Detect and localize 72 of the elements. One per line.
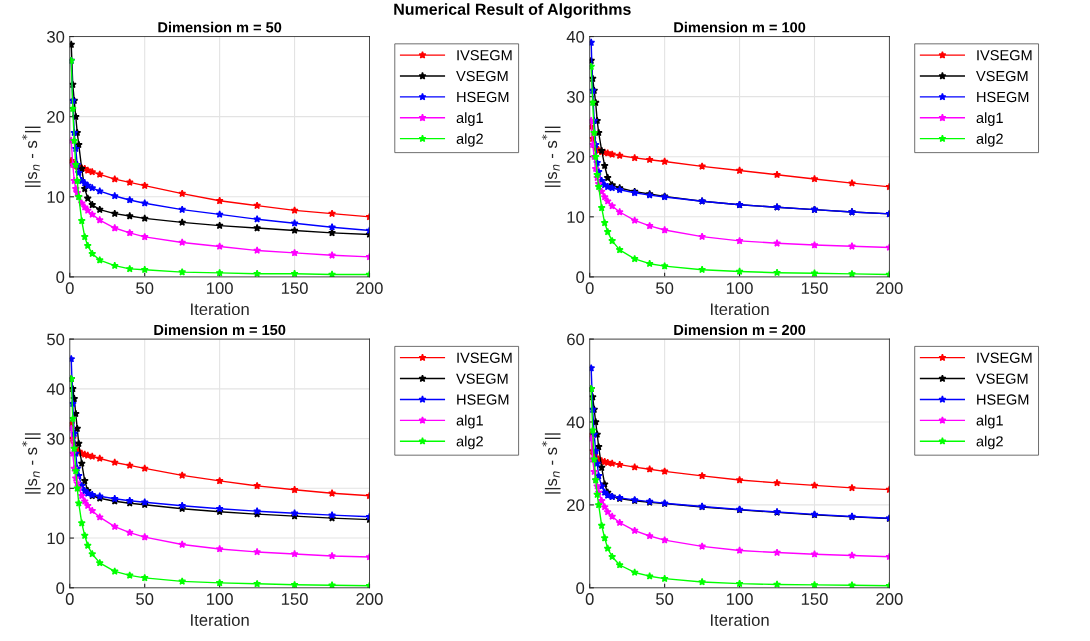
y-tick-label: 20 <box>567 151 585 163</box>
x-tick-label: 200 <box>356 282 383 295</box>
y-tick-label: 0 <box>576 271 585 284</box>
legend-label: IVSEGM <box>457 352 512 363</box>
y-tick-label: 0 <box>576 582 585 594</box>
x-tick-label: 100 <box>207 593 233 605</box>
x-tick-label: 50 <box>656 282 674 295</box>
y-tick-label: 20 <box>567 499 585 512</box>
chart-title: Dimension m = 100 <box>674 21 806 33</box>
y-axis-title: ||s$_{n}$ - s$^{*}$|| <box>541 126 561 187</box>
y-axis-title: ||s$_{n}$ - s$^{*}$|| <box>21 433 41 494</box>
y-tick-label: 40 <box>46 383 65 396</box>
legend-label: HSEGM <box>457 91 509 103</box>
legend-label: IVSEGM <box>977 352 1032 363</box>
y-tick-label: 50 <box>47 333 65 346</box>
x-tick-label: 0 <box>65 593 74 605</box>
y-axis-title: ||s$_{n}$ - s$^{*}$|| <box>541 433 561 494</box>
legend-label: VSEGM <box>976 373 1028 384</box>
y-tick-label: 30 <box>566 91 585 103</box>
legend-label: HSEGM <box>457 394 509 405</box>
legend-label: alg1 <box>976 414 1003 429</box>
chart-title: Dimension m = 200 <box>674 324 806 336</box>
x-axis-title: Iteration <box>711 613 769 626</box>
x-tick-label: 50 <box>136 282 154 295</box>
chart-title: Dimension m = 50 <box>158 21 282 33</box>
x-tick-label: 50 <box>656 593 674 605</box>
x-tick-label: 100 <box>207 282 233 295</box>
y-tick-label: 20 <box>47 111 65 123</box>
x-tick-label: 150 <box>281 593 308 605</box>
legend-label: alg2 <box>976 133 1003 147</box>
legend-label: alg2 <box>976 435 1003 450</box>
x-tick-label: 200 <box>876 593 903 605</box>
y-tick-label: 10 <box>47 191 65 203</box>
y-tick-label: 40 <box>566 416 585 429</box>
y-tick-label: 30 <box>47 30 65 43</box>
y-tick-label: 60 <box>567 333 585 346</box>
legend-label: alg1 <box>456 112 483 126</box>
x-tick-label: 0 <box>585 282 594 295</box>
legend-label: VSEGM <box>456 373 508 384</box>
y-tick-label: 20 <box>47 482 65 495</box>
x-tick-label: 200 <box>876 282 903 295</box>
x-tick-label: 0 <box>585 593 594 605</box>
x-tick-label: 150 <box>281 282 308 295</box>
x-tick-label: 100 <box>726 593 753 605</box>
x-tick-label: 100 <box>726 282 753 295</box>
legend-label: IVSEGM <box>457 50 512 61</box>
legend-label: VSEGM <box>456 70 508 82</box>
y-tick-label: 10 <box>567 211 585 224</box>
y-tick-label: 0 <box>56 271 65 284</box>
x-axis-title: Iteration <box>191 613 249 626</box>
y-tick-label: 10 <box>47 532 65 545</box>
x-axis-title: Iteration <box>711 302 769 316</box>
legend-label: HSEGM <box>977 394 1029 405</box>
y-tick-label: 30 <box>47 432 65 445</box>
x-tick-label: 0 <box>65 282 74 295</box>
x-tick-label: 200 <box>356 593 383 605</box>
x-tick-label: 150 <box>801 593 828 605</box>
legend-label: IVSEGM <box>977 50 1032 61</box>
legend-label: alg1 <box>456 414 483 429</box>
legend-label: alg1 <box>976 112 1003 126</box>
y-axis-title: ||s$_{n}$ - s$^{*}$|| <box>21 126 41 187</box>
text: Numerical Result of Algorithms <box>394 3 631 19</box>
chart-title: Dimension m = 150 <box>154 324 286 336</box>
x-tick-label: 50 <box>136 593 154 605</box>
legend-label: VSEGM <box>976 70 1028 82</box>
x-axis-title: Iteration <box>191 302 249 316</box>
legend-label: HSEGM <box>977 91 1029 103</box>
y-tick-label: 0 <box>56 582 65 594</box>
legend-label: alg2 <box>456 435 483 450</box>
x-tick-label: 150 <box>801 282 828 295</box>
legend-label: alg2 <box>456 133 483 147</box>
y-tick-label: 40 <box>566 30 585 43</box>
